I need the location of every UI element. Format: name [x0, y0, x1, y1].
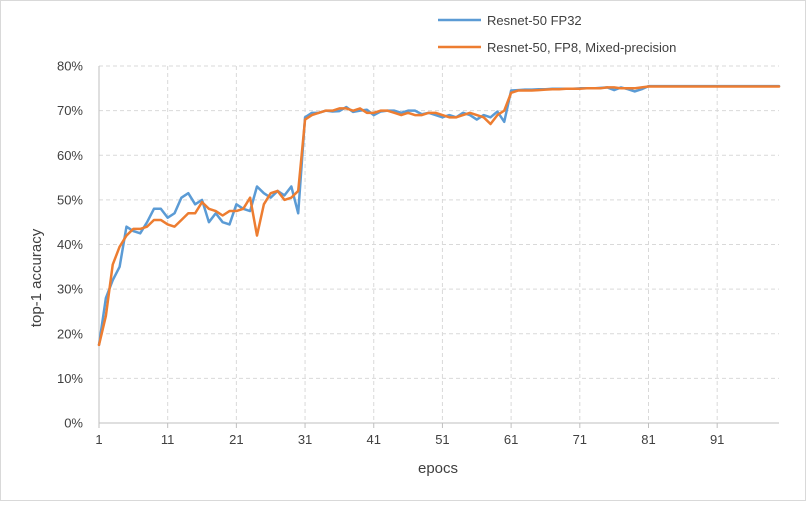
- y-tick-label: 80%: [57, 59, 83, 74]
- x-axis-title: epocs: [418, 460, 458, 477]
- series-line-fp8: [97, 85, 781, 347]
- y-tick-label: 70%: [57, 103, 83, 118]
- x-tick-labels: 1 11 21 31 41 51 61 71 81 91: [95, 432, 724, 447]
- y-tick-label: 60%: [57, 148, 83, 163]
- y-tick-label: 0%: [64, 416, 83, 431]
- x-tick-label: 1: [95, 432, 102, 447]
- gridlines: [99, 65, 779, 423]
- series-lines: [97, 84, 781, 347]
- y-tick-label: 10%: [57, 371, 83, 386]
- axes: [98, 66, 779, 428]
- x-tick-label: 81: [641, 432, 655, 447]
- x-tick-label: 91: [710, 432, 724, 447]
- series-line-fp32: [97, 84, 781, 347]
- legend-label-fp8: Resnet-50, FP8, Mixed-precision: [487, 40, 676, 55]
- x-tick-label: 31: [298, 432, 312, 447]
- legend-label-fp32: Resnet-50 FP32: [487, 13, 582, 28]
- y-axis-title: top-1 accuracy: [28, 228, 45, 327]
- legend: Resnet-50 FP32 Resnet-50, FP8, Mixed-pre…: [438, 13, 676, 55]
- x-tick-label: 41: [367, 432, 381, 447]
- y-tick-label: 40%: [57, 237, 83, 252]
- x-tick-label: 71: [573, 432, 587, 447]
- y-tick-label: 20%: [57, 326, 83, 341]
- x-tick-label: 51: [435, 432, 449, 447]
- y-tick-labels: 0% 10% 20% 30% 40% 50% 60% 70% 80%: [57, 59, 83, 431]
- y-tick-label: 50%: [57, 192, 83, 207]
- y-tick-label: 30%: [57, 282, 83, 297]
- x-tick-label: 21: [229, 432, 243, 447]
- x-tick-label: 11: [161, 432, 175, 447]
- x-tick-label: 61: [504, 432, 518, 447]
